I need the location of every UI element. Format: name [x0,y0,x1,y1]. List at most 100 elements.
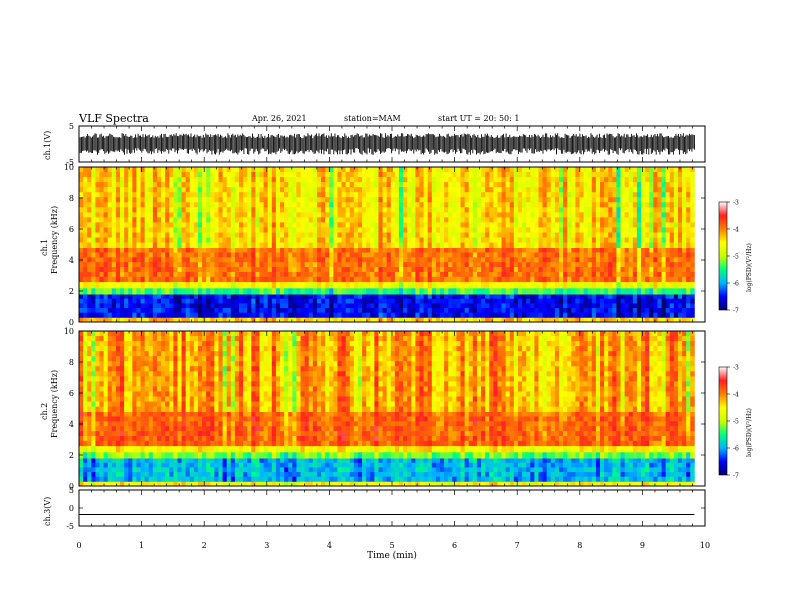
spectrogram-cell [275,294,281,300]
spectrogram-cell [230,317,236,323]
spectrogram-cell [604,308,609,314]
spectrogram-cell [316,247,322,253]
spectrogram-cell [99,458,105,464]
spectrogram-cell [423,271,429,278]
spectrogram-cell [132,271,137,278]
spectrogram-cell [382,177,388,183]
spectrogram-cell [501,271,507,278]
spectrogram-cell [316,267,322,273]
spectrogram-cell [534,276,539,283]
spectrogram-cell [79,232,84,238]
spectrogram-cell [115,257,121,263]
spectrogram-cell [382,192,388,198]
spectrogram-cell [571,308,576,314]
spectrogram-cell [341,308,347,314]
spectrogram-cell [501,217,507,223]
spectrogram-cell [612,212,617,218]
spectrogram-cell [243,294,248,300]
spectrogram-cell [263,294,269,300]
spectrogram-cell [366,317,371,323]
spectrogram-cell [608,182,613,188]
spectrogram-cell [161,237,166,243]
spectrogram-cell [501,294,507,300]
spectrogram-cell [280,207,285,213]
spectrogram-cell [185,252,191,258]
spectrogram-cell [296,458,301,464]
spectrogram-cell [267,276,273,283]
spectrogram-cell [238,207,244,213]
spectrogram-cell [95,308,100,314]
spectrogram-cell [189,267,195,273]
spectrogram-cell [247,232,252,238]
spectrogram-cell [657,192,662,198]
spectrogram-cell [398,237,404,243]
spectrogram-cell [481,227,486,233]
spectrogram-cell [649,167,654,173]
spectrogram-cell [366,222,371,228]
spectrogram-cell [464,267,470,273]
spectrogram-cell [267,187,273,193]
spectrogram-cell [210,237,215,243]
spectrogram-cell [591,172,597,178]
spectrogram-cell [567,217,572,223]
spectrogram-cell [300,192,306,198]
spectrogram-cell [669,212,675,218]
spectrogram-cell [312,232,318,238]
spectrogram-cell [337,262,342,268]
spectrogram-cell [407,232,412,238]
spectrogram-cell [226,276,232,283]
spectrogram-cell [345,227,351,233]
spectrogram-cell [136,317,141,323]
spectrogram-cell [464,182,470,188]
spectrogram-cell [669,481,675,487]
spectrogram-cell [189,287,195,295]
spectrogram-cell [288,217,293,223]
spectrogram-cell [321,232,326,238]
spectrogram-cell [476,182,482,188]
spectrogram-cell [419,287,424,295]
spectrogram-cell [628,242,634,248]
spectrogram-cell [218,271,223,278]
spectrogram-cell [472,271,478,278]
spectrogram-cell [636,197,642,203]
spectrogram-cell [312,227,318,233]
spectrogram-cell [456,242,461,248]
spectrogram-cell [312,294,318,300]
spectrogram-cell [427,252,433,258]
spectrogram-cell [616,167,621,173]
spectrogram-cell [591,317,597,323]
spectrogram-cell [366,312,371,318]
spectrogram-cell [583,212,589,218]
spectrogram-cell [292,247,297,253]
spectrogram-cell [222,287,228,295]
spectrogram-cell [148,217,154,223]
spectrogram-cell [497,177,502,183]
spectrogram-cell [513,267,519,273]
spectrogram-cell [550,312,556,318]
spectrogram-cell [546,276,552,283]
spectrogram-cell [292,192,297,198]
spectrogram-cell [370,271,375,278]
spectrogram-cell [686,257,691,263]
spectrogram-cell [243,237,248,243]
spectrogram-cell [517,281,523,289]
spectrogram-cell [325,182,330,188]
spectrogram-cell [165,281,170,289]
spectrogram-cell [530,276,535,283]
spectrogram-cell [173,462,178,468]
spectrogram-cell [255,187,260,193]
spectrogram-cell [440,458,445,464]
spectrogram-cell [542,232,548,238]
spectrogram-cell [661,212,667,218]
spectrogram-cell [411,257,416,263]
spectrogram-cell [362,298,367,304]
spectrogram-cell [604,276,609,283]
spectrogram-cell [353,177,359,183]
spectrogram-cell [423,252,429,258]
spectrogram-cell [193,192,199,198]
spectrogram-cell [427,247,433,253]
spectrogram-cell [304,303,310,309]
spectrogram-cell [284,247,289,253]
spectrogram-cell [575,232,580,238]
spectrogram-cell [251,308,256,314]
